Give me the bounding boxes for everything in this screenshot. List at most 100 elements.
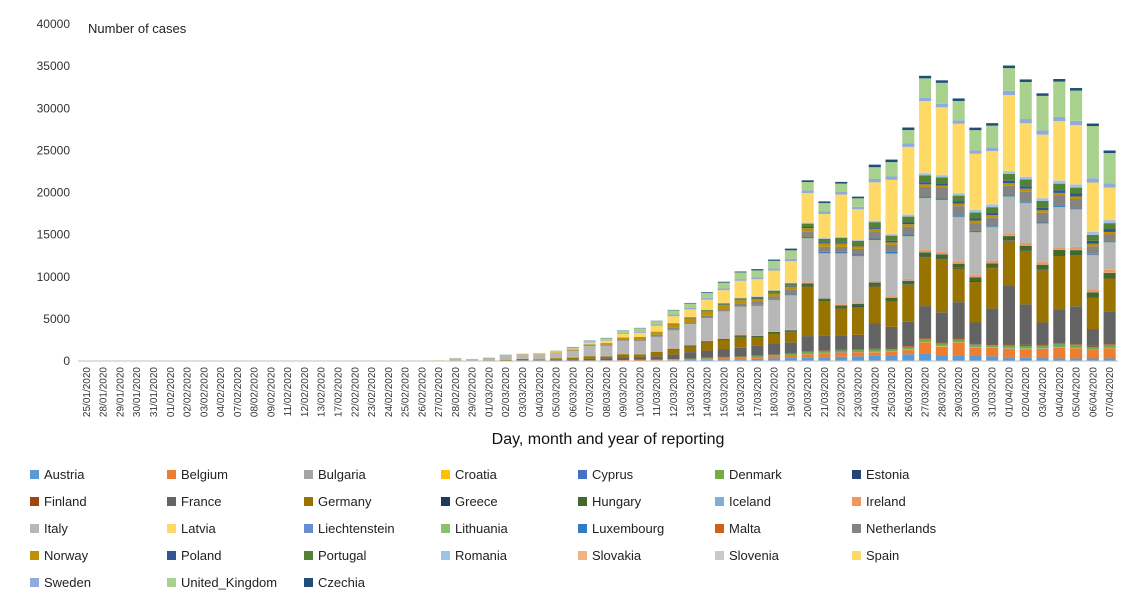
bar-segment <box>869 222 881 227</box>
bar-segment <box>1104 273 1116 278</box>
bar-segment <box>785 283 797 286</box>
x-tick-label: 10/03/2020 <box>635 367 646 417</box>
bar-segment <box>919 199 931 250</box>
bar-segment <box>600 358 612 360</box>
legend-label: Slovakia <box>592 548 642 563</box>
bar-stack <box>483 357 495 361</box>
bar-segment <box>1070 255 1082 256</box>
bar-segment <box>584 343 596 345</box>
bar-segment <box>953 268 965 302</box>
bar-segment <box>718 282 730 283</box>
legend-item: Germany <box>304 494 372 509</box>
legend-item: Finland <box>30 494 87 509</box>
bar-segment <box>869 356 881 361</box>
bar-segment <box>634 357 646 360</box>
legend-label: Bulgaria <box>318 467 366 482</box>
bar-segment <box>617 341 629 354</box>
legend-swatch <box>30 551 39 560</box>
bar-segment <box>1087 298 1099 329</box>
bar-segment <box>902 285 914 322</box>
bar-segment <box>1003 181 1015 184</box>
bar-segment <box>852 207 864 210</box>
bar-segment <box>969 356 981 361</box>
bar-segment <box>684 309 696 317</box>
bar-segment <box>852 254 864 256</box>
x-axis-label: Day, month and year of reporting <box>492 431 725 448</box>
bar-segment <box>1070 121 1082 125</box>
bar-segment <box>1104 220 1116 223</box>
bar-segment <box>919 78 931 97</box>
legend-label: Czechia <box>318 575 366 590</box>
y-tick-label: 25000 <box>37 143 71 157</box>
bar-segment <box>852 246 864 249</box>
bar-stack <box>1003 66 1015 361</box>
bar-segment <box>1003 91 1015 95</box>
bar-segment <box>785 356 797 359</box>
bar-segment <box>1020 191 1032 201</box>
bar-segment <box>1070 348 1082 358</box>
bar-segment <box>651 321 663 324</box>
bar-segment <box>1053 195 1065 205</box>
bar-segment <box>936 183 948 185</box>
bar-segment <box>1070 199 1082 208</box>
bar-segment <box>953 196 965 202</box>
bar-segment <box>919 342 931 353</box>
bar-segment <box>869 349 881 350</box>
bar-segment <box>735 300 747 303</box>
bar-segment <box>802 182 814 190</box>
bar-segment <box>1087 350 1099 358</box>
bar-segment <box>516 355 528 359</box>
bar-stack <box>735 272 747 361</box>
legend-label: Greece <box>455 494 498 509</box>
bar-segment <box>919 250 931 252</box>
x-tick-label: 02/03/2020 <box>501 367 512 417</box>
bar-segment <box>735 272 747 273</box>
bar-segment <box>634 333 646 337</box>
bar-segment <box>768 344 780 354</box>
x-tick-label: 28/02/2020 <box>451 367 462 417</box>
bar-segment <box>634 360 646 361</box>
x-tick-label: 24/03/2020 <box>870 367 881 417</box>
legend-label: Liechtenstein <box>318 521 395 536</box>
bar-segment <box>684 322 696 323</box>
y-tick-label: 30000 <box>37 101 71 115</box>
bar-segment <box>634 332 646 333</box>
bars <box>399 66 1116 362</box>
legend-swatch <box>715 497 724 506</box>
bar-segment <box>802 358 814 361</box>
bar-segment <box>919 173 931 175</box>
legend-swatch <box>715 551 724 560</box>
bar-segment <box>902 222 914 224</box>
bar-segment <box>936 201 948 252</box>
bar-segment <box>634 328 646 331</box>
bar-segment <box>986 348 998 356</box>
bar-segment <box>785 261 797 282</box>
bar-segment <box>735 358 747 360</box>
bar-segment <box>751 356 763 357</box>
bar-stack <box>634 328 646 361</box>
bar-segment <box>852 352 864 356</box>
bar-segment <box>1003 240 1015 241</box>
bar-segment <box>768 334 780 344</box>
bar-segment <box>886 349 898 351</box>
legend-item: Croatia <box>441 467 498 482</box>
bar-segment <box>1070 306 1082 344</box>
bar-segment <box>1036 213 1048 222</box>
x-tick-label: 11/02/2020 <box>283 367 294 417</box>
bar-stack <box>818 201 830 361</box>
bar-segment <box>1036 201 1048 208</box>
bar-segment <box>986 207 998 213</box>
x-tick-label: 01/03/2020 <box>484 367 495 417</box>
bar-segment <box>986 227 998 261</box>
bar-segment <box>1053 250 1065 255</box>
bar-segment <box>986 123 998 126</box>
bar-segment <box>969 213 981 219</box>
bar-segment <box>969 221 981 224</box>
bar-stack <box>684 303 696 361</box>
bar-stack <box>516 354 528 362</box>
bar-segment <box>902 144 914 147</box>
bar-segment <box>869 350 881 352</box>
legend-swatch <box>852 524 861 533</box>
y-tick-label: 20000 <box>37 186 71 200</box>
x-tick-label: 04/03/2020 <box>535 367 546 417</box>
